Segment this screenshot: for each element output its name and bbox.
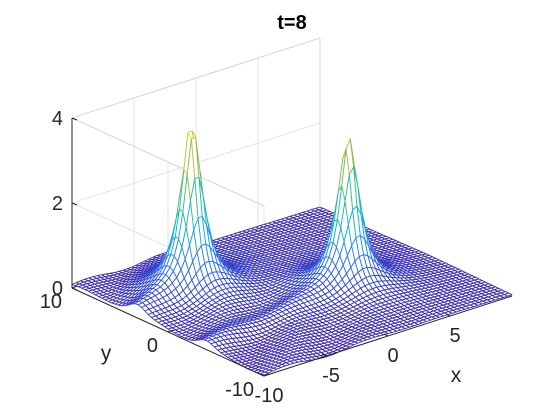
x-tick-mark <box>321 353 327 357</box>
z-tick-label: 2 <box>52 193 63 215</box>
z-tick-label: 0 <box>52 278 63 300</box>
surface-mesh <box>71 130 513 376</box>
y-axis-label: y <box>101 342 112 365</box>
y-tick-label: 0 <box>147 335 158 357</box>
z-tick-mark <box>71 287 78 291</box>
x-tick-label: 5 <box>449 325 460 347</box>
y-tick-mark <box>71 285 78 289</box>
chart-title: t=8 <box>277 12 306 34</box>
box-edge <box>71 117 265 207</box>
y-tick-mark <box>263 373 270 377</box>
x-tick-mark <box>445 313 451 317</box>
x-axis-label: x <box>451 364 462 387</box>
y-tick-label: 10 <box>40 291 62 313</box>
x-tick-mark <box>259 373 265 377</box>
x-tick-mark <box>383 333 389 337</box>
y-tick-label: -10 <box>225 379 254 401</box>
box-edge <box>71 37 321 119</box>
z-tick-label: 4 <box>52 108 63 130</box>
surface-cell <box>503 292 513 297</box>
z-tick-mark <box>71 202 78 206</box>
x-tick-label: -10 <box>255 385 284 407</box>
y-tick-mark <box>167 329 174 333</box>
x-tick-label: -5 <box>322 365 340 387</box>
z-tick-mark <box>71 117 78 121</box>
x-tick-label: 0 <box>387 345 398 367</box>
